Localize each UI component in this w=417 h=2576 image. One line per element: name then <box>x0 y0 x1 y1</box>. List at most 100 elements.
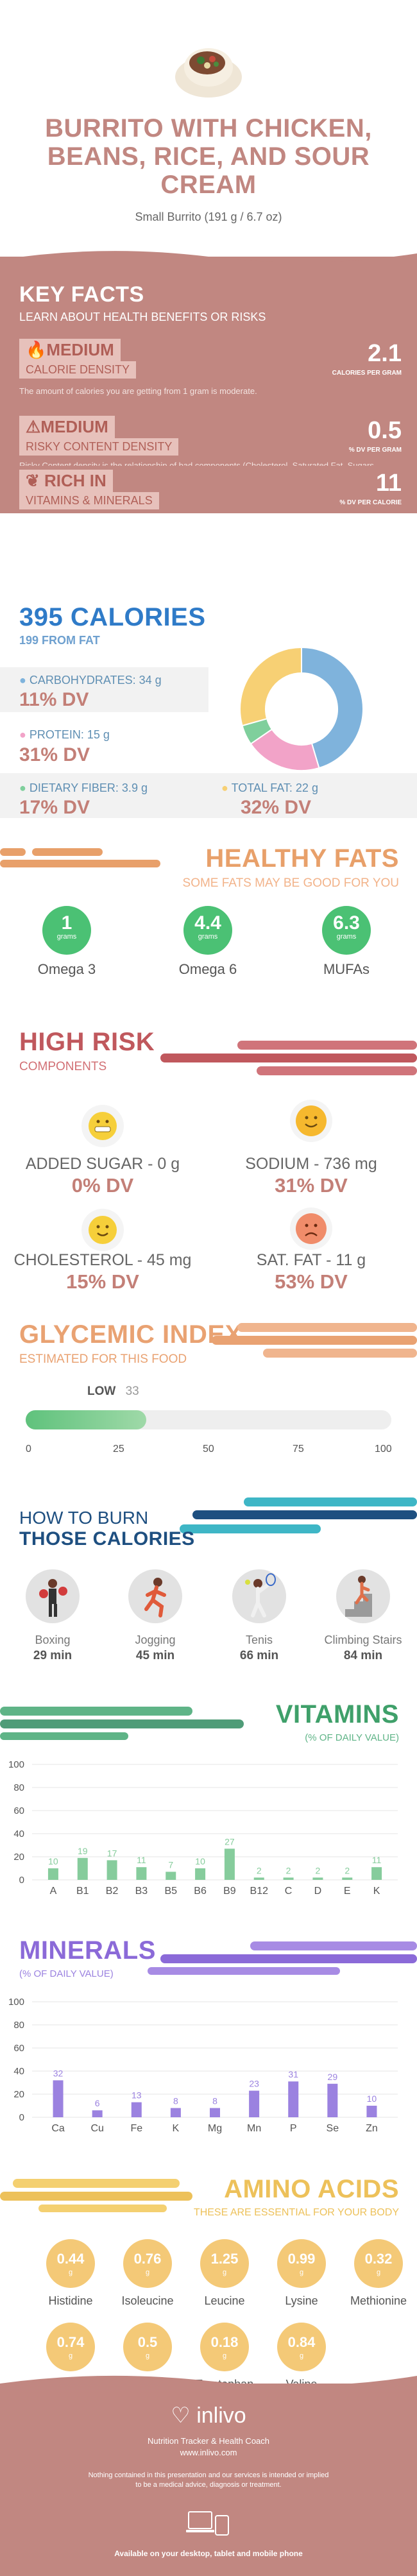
bar <box>53 2080 64 2117</box>
sad-face-icon <box>290 1207 332 1250</box>
bar-value-label: 6 <box>95 2098 100 2108</box>
macro-label: ● TOTAL FAT: 22 g <box>221 781 318 794</box>
bar <box>224 1848 235 1880</box>
bar-value-label: 2 <box>316 1865 321 1875</box>
fact-risky-density: ⚠MEDIUM RISKY CONTENT DENSITY <box>19 416 179 456</box>
footer-section: ♡ inlivo Nutrition Tracker & Health Coac… <box>0 2375 417 2576</box>
burn-section: HOW TO BURN THOSE CALORIES Boxing 29 min… <box>0 1488 417 1700</box>
smile-face-icon <box>81 1209 124 1251</box>
tennis-icon <box>232 1569 286 1623</box>
activity-name: Boxing <box>35 1633 71 1646</box>
fact-name: CALORIE DENSITY <box>19 361 137 379</box>
amino-name: Isoleucine <box>121 2294 174 2307</box>
amino-value: 0.32 <box>364 2251 393 2267</box>
y-tick-label: 60 <box>13 1805 24 1816</box>
bar-value-label: 11 <box>137 1855 146 1865</box>
amino-value: 1.25 <box>210 2251 239 2267</box>
donut-slice-carbohydrates <box>301 646 364 769</box>
macro-label: ● CARBOHYDRATES: 34 g <box>19 674 162 687</box>
x-tick-label: K <box>173 2123 180 2134</box>
amino-blob <box>354 2239 403 2288</box>
minerals-title: MINERALS <box>19 1936 156 1965</box>
bar <box>253 1877 264 1880</box>
x-tick-label: Ca <box>51 2123 65 2134</box>
bar <box>47 1868 58 1880</box>
amino-blob <box>46 2239 95 2288</box>
glycemic-level: LOW 33 <box>87 1385 139 1398</box>
tick-label: 100 <box>375 1444 392 1454</box>
header-section: BURRITO WITH CHICKEN, BEANS, RICE, AND S… <box>0 0 417 257</box>
bar <box>210 2108 220 2117</box>
stripe-decoration <box>212 1323 417 1358</box>
bar-value-label: 19 <box>78 1846 88 1856</box>
bar-value-label: 10 <box>195 1856 205 1866</box>
footer-url[interactable]: www.inlivo.com <box>180 2448 237 2457</box>
healthy-fats-subtitle: SOME FATS MAY BE GOOD FOR YOU <box>182 876 399 890</box>
tick-label: 75 <box>293 1444 304 1454</box>
risk-label: SAT. FAT - 11 g <box>256 1251 366 1269</box>
heart-icon: ♡ <box>171 2403 191 2428</box>
x-tick-label: P <box>290 2123 297 2134</box>
minerals-subtitle: (% OF DAILY VALUE) <box>19 1968 114 1979</box>
amino-value: 0.74 <box>56 2334 85 2350</box>
y-tick-label: 80 <box>13 1782 24 1793</box>
stairs-icon <box>336 1569 390 1623</box>
macro-dv: 17% DV <box>19 797 90 818</box>
macro-donut-chart <box>239 646 364 771</box>
macro-dv: 32% DV <box>241 797 312 818</box>
y-tick-label: 100 <box>8 1759 24 1770</box>
stripe-decoration <box>160 1041 417 1075</box>
high-risk-section: HIGH RISK COMPONENTS ADDED SUGAR - 0 g 0… <box>0 1020 417 1302</box>
healthy-fats-title: HEALTHY FATS <box>205 844 399 873</box>
fact-level: MEDIUM <box>46 340 114 359</box>
calories-from-fat: 199 FROM FAT <box>19 634 100 647</box>
amino-unit: g <box>68 2352 73 2360</box>
bar-value-label: 2 <box>286 1865 291 1875</box>
amino-unit: g <box>68 2269 73 2276</box>
bar <box>92 2110 103 2117</box>
x-tick-label: B9 <box>223 1886 236 1897</box>
tick-label: 50 <box>203 1444 214 1454</box>
stripe-decoration <box>0 1707 244 1740</box>
bar-value-label: 31 <box>288 2069 298 2079</box>
y-tick-label: 40 <box>13 2066 24 2077</box>
bar <box>77 1857 88 1880</box>
amino-unit: g <box>222 2269 227 2276</box>
x-tick-label: Mg <box>208 2123 222 2134</box>
vitamins-bar-chart: 0 20 40 60 80 100 10 A 19 B1 17 B2 11 B3 7 B5 10 B6 27 B9 2 B… <box>8 1759 398 1897</box>
stripe-decoration <box>148 1941 417 1975</box>
healthy-fats-section: HEALTHY FATS SOME FATS MAY BE GOOD FOR Y… <box>0 834 417 1001</box>
glycemic-subtitle: ESTIMATED FOR THIS FOOD <box>19 1352 187 1366</box>
amino-value: 0.18 <box>210 2334 239 2350</box>
bar <box>106 1860 117 1880</box>
amino-name: Lysine <box>285 2294 318 2307</box>
glycemic-fill <box>26 1410 147 1429</box>
amino-value: 0.44 <box>56 2251 85 2267</box>
burn-title-line1: HOW TO BURN <box>19 1508 149 1528</box>
key-facts-section: KEY FACTS LEARN ABOUT HEALTH BENEFITS OR… <box>0 251 417 513</box>
high-risk-subtitle: COMPONENTS <box>19 1060 107 1073</box>
minerals-section: MINERALS (% OF DAILY VALUE) 0 20 40 60 80 100… <box>0 1931 417 2162</box>
amino-subtitle: THESE ARE ESSENTIAL FOR YOUR BODY <box>193 2207 399 2218</box>
brand-logo: ♡ inlivo <box>171 2403 246 2428</box>
x-tick-label: K <box>373 1886 380 1897</box>
stripe-decoration <box>180 1497 417 1533</box>
page-title: BURRITO WITH CHICKEN, BEANS, RICE, AND S… <box>0 114 417 199</box>
high-risk-title: HIGH RISK <box>19 1028 155 1056</box>
wave-decoration <box>0 251 417 269</box>
bar <box>136 1867 147 1880</box>
bar <box>288 2081 299 2117</box>
bar <box>283 1877 294 1880</box>
serving-size: Small Burrito (191 g / 6.7 oz) <box>135 210 282 223</box>
x-tick-label: B1 <box>76 1886 89 1897</box>
stripe-decoration <box>0 848 160 867</box>
bar-value-label: 10 <box>48 1856 58 1866</box>
amino-blob <box>123 2323 172 2371</box>
risk-label: SODIUM - 736 mg <box>245 1155 377 1173</box>
bar-value-label: 8 <box>212 2096 217 2106</box>
macro-label: ● PROTEIN: 15 g <box>19 728 110 741</box>
footer-availability: Available on your desktop, tablet and mo… <box>114 2549 303 2558</box>
amino-unit: g <box>145 2269 150 2276</box>
vitamins-subtitle: (% OF DAILY VALUE) <box>305 1732 399 1743</box>
leaf-icon: ❦ <box>26 471 40 490</box>
